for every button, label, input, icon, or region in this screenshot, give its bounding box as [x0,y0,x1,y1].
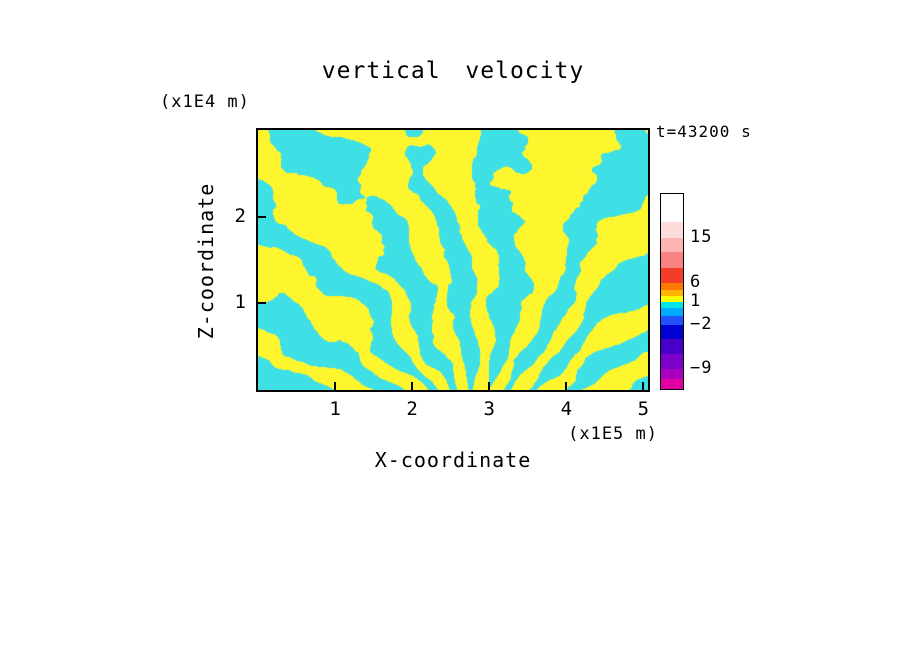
colorbar [660,193,684,390]
colorbar-segment [661,325,683,339]
colorbar-segment [661,308,683,316]
y-tick-mark [258,215,266,218]
colorbar-segment [661,268,683,283]
colorbar-tick-label: 1 [690,291,702,311]
colorbar-segment [661,222,683,238]
x-axis-title: X-coordinate [374,448,532,472]
colorbar-segment [661,194,683,222]
colorbar-tick-label: 15 [690,227,713,247]
colorbar-segment [661,238,683,252]
x-tick-label: 3 [483,398,495,420]
x-tick-mark [565,382,568,390]
colorbar-tick-label: −9 [690,358,713,378]
velocity-field-canvas [258,130,648,390]
colorbar-segment [661,283,683,290]
colorbar-segment [661,339,683,354]
y-axis-title: Z-coordinate [194,182,218,340]
x-tick-mark [488,382,491,390]
y-tick-label: 2 [234,204,246,227]
y-tick-label: 1 [234,291,246,314]
colorbar-segment [661,302,683,308]
x-tick-mark [642,382,645,390]
x-tick-label: 1 [329,398,341,420]
colorbar-segment [661,379,683,389]
x-tick-mark [334,382,337,390]
colorbar-segment [661,369,683,379]
x-tick-mark [411,382,414,390]
colorbar-segment [661,354,683,369]
plot-area [256,128,650,392]
x-tick-label: 4 [560,398,573,420]
colorbar-segment [661,316,683,325]
x-tick-label: 2 [406,398,418,420]
chart-title: vertical velocity [321,58,585,84]
colorbar-tick-label: 6 [690,272,702,292]
colorbar-segment [661,290,683,296]
x-axis-unit-label: (x1E5 m) [568,424,658,444]
y-tick-mark [258,302,266,305]
colorbar-tick-label: −2 [690,314,713,334]
x-tick-label: 5 [637,398,650,420]
time-annotation: t=43200 s [656,122,752,141]
y-axis-unit-label: (x1E4 m) [160,92,250,112]
colorbar-segment [661,252,683,268]
colorbar-segment [661,296,683,302]
